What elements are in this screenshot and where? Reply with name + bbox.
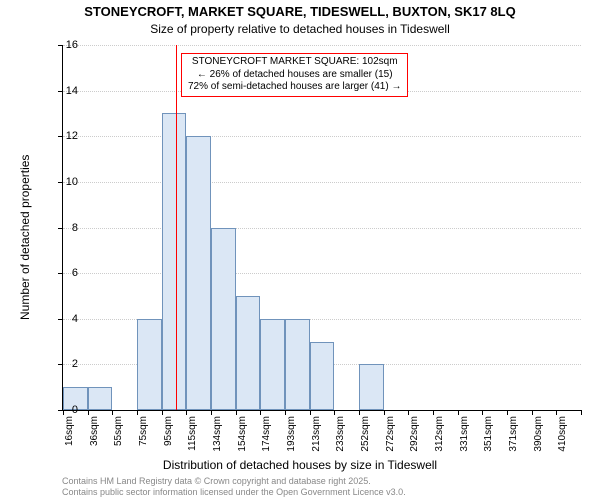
gridline-h xyxy=(63,182,581,183)
xtick-label: 193sqm xyxy=(286,416,297,466)
histogram-bar xyxy=(162,113,187,410)
xtick-label: 55sqm xyxy=(113,416,124,466)
xtick-mark xyxy=(359,410,360,415)
chart-title-sub: Size of property relative to detached ho… xyxy=(0,22,600,36)
plot-area: STONEYCROFT MARKET SQUARE: 102sqm← 26% o… xyxy=(62,45,581,411)
xtick-mark xyxy=(186,410,187,415)
xtick-label: 351sqm xyxy=(483,416,494,466)
xtick-mark xyxy=(408,410,409,415)
annotation-line3: 72% of semi-detached houses are larger (… xyxy=(188,81,401,94)
xtick-mark xyxy=(137,410,138,415)
xtick-label: 252sqm xyxy=(360,416,371,466)
histogram-bar xyxy=(285,319,310,410)
xtick-mark xyxy=(458,410,459,415)
ytick-label: 14 xyxy=(58,85,78,97)
xtick-label: 174sqm xyxy=(261,416,272,466)
ytick-label: 4 xyxy=(58,313,78,325)
histogram-bar xyxy=(310,342,335,410)
xtick-mark xyxy=(556,410,557,415)
xtick-mark xyxy=(482,410,483,415)
xtick-label: 154sqm xyxy=(237,416,248,466)
xtick-label: 233sqm xyxy=(335,416,346,466)
xtick-label: 213sqm xyxy=(311,416,322,466)
chart-container: STONEYCROFT, MARKET SQUARE, TIDESWELL, B… xyxy=(0,0,600,500)
xtick-mark xyxy=(211,410,212,415)
histogram-bar xyxy=(359,364,384,410)
xtick-label: 95sqm xyxy=(163,416,174,466)
xtick-mark xyxy=(88,410,89,415)
xtick-mark xyxy=(384,410,385,415)
xtick-mark xyxy=(285,410,286,415)
xtick-mark xyxy=(532,410,533,415)
ytick-label: 0 xyxy=(58,404,78,416)
histogram-bar xyxy=(236,296,261,410)
xtick-mark xyxy=(433,410,434,415)
annotation-line1: STONEYCROFT MARKET SQUARE: 102sqm xyxy=(188,56,401,69)
footer-attribution: Contains HM Land Registry data © Crown c… xyxy=(62,476,406,498)
chart-title-main: STONEYCROFT, MARKET SQUARE, TIDESWELL, B… xyxy=(0,4,600,19)
xtick-mark xyxy=(334,410,335,415)
xtick-label: 331sqm xyxy=(459,416,470,466)
ytick-label: 2 xyxy=(58,358,78,370)
gridline-h xyxy=(63,273,581,274)
histogram-bar xyxy=(137,319,162,410)
xtick-label: 134sqm xyxy=(212,416,223,466)
xtick-mark xyxy=(581,410,582,415)
xtick-label: 75sqm xyxy=(138,416,149,466)
xtick-label: 115sqm xyxy=(187,416,198,466)
gridline-h xyxy=(63,228,581,229)
xtick-label: 410sqm xyxy=(557,416,568,466)
xtick-label: 272sqm xyxy=(385,416,396,466)
xtick-mark xyxy=(112,410,113,415)
ytick-label: 10 xyxy=(58,176,78,188)
ytick-label: 8 xyxy=(58,222,78,234)
reference-line xyxy=(176,45,177,410)
footer-line1: Contains HM Land Registry data © Crown c… xyxy=(62,476,406,487)
annotation-line2: ← 26% of detached houses are smaller (15… xyxy=(188,69,401,82)
xtick-label: 371sqm xyxy=(508,416,519,466)
footer-line2: Contains public sector information licen… xyxy=(62,487,406,498)
histogram-bar xyxy=(186,136,211,410)
xtick-mark xyxy=(260,410,261,415)
ytick-label: 6 xyxy=(58,267,78,279)
ytick-label: 12 xyxy=(58,130,78,142)
xtick-mark xyxy=(507,410,508,415)
xtick-label: 292sqm xyxy=(409,416,420,466)
histogram-bar xyxy=(260,319,285,410)
gridline-h xyxy=(63,136,581,137)
ytick-label: 16 xyxy=(58,39,78,51)
gridline-h xyxy=(63,45,581,46)
y-axis-label: Number of detached properties xyxy=(18,155,32,320)
xtick-label: 16sqm xyxy=(64,416,75,466)
xtick-label: 36sqm xyxy=(89,416,100,466)
histogram-bar xyxy=(211,228,236,411)
xtick-label: 390sqm xyxy=(533,416,544,466)
xtick-mark xyxy=(310,410,311,415)
xtick-mark xyxy=(236,410,237,415)
annotation-box: STONEYCROFT MARKET SQUARE: 102sqm← 26% o… xyxy=(181,53,408,97)
histogram-bar xyxy=(88,387,113,410)
xtick-mark xyxy=(162,410,163,415)
xtick-label: 312sqm xyxy=(434,416,445,466)
